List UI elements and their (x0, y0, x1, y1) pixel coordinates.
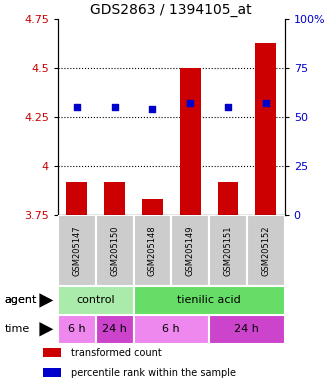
Text: GSM205148: GSM205148 (148, 225, 157, 276)
Polygon shape (39, 293, 53, 308)
Bar (58, 286, 133, 315)
Text: GSM205149: GSM205149 (186, 225, 195, 276)
Text: 6 h: 6 h (163, 324, 180, 334)
Bar (58, 215, 96, 286)
Text: tienilic acid: tienilic acid (177, 295, 241, 306)
Text: 24 h: 24 h (234, 324, 259, 334)
Point (150, 106, 155, 113)
Text: transformed count: transformed count (71, 348, 162, 358)
Text: agent: agent (5, 295, 37, 306)
Text: agent: agent (5, 295, 37, 306)
Text: GSM205147: GSM205147 (72, 225, 81, 276)
Text: control: control (76, 295, 115, 306)
Text: percentile rank within the sample: percentile rank within the sample (71, 368, 236, 378)
Point (225, 104, 231, 111)
Point (263, 100, 268, 106)
Bar (58, 315, 96, 344)
Point (188, 100, 193, 106)
Title: GDS2863 / 1394105_at: GDS2863 / 1394105_at (90, 3, 252, 17)
Bar (171, 215, 209, 286)
Bar (209, 315, 285, 344)
Bar (43, 348, 61, 357)
Text: time: time (5, 324, 30, 334)
Bar (96, 315, 133, 344)
Bar (256, 43, 276, 215)
Bar (180, 68, 201, 215)
Point (74, 104, 79, 111)
Bar (247, 215, 285, 286)
Bar (133, 286, 285, 315)
Polygon shape (39, 322, 53, 336)
Text: GSM205151: GSM205151 (223, 225, 232, 276)
Text: GSM205152: GSM205152 (261, 225, 270, 276)
Point (112, 104, 117, 111)
Text: 24 h: 24 h (102, 324, 127, 334)
Bar (133, 315, 209, 344)
Bar (209, 215, 247, 286)
Bar (104, 182, 125, 215)
Text: GSM205150: GSM205150 (110, 225, 119, 276)
Bar (43, 368, 61, 377)
Text: 6 h: 6 h (68, 324, 86, 334)
Bar (217, 182, 238, 215)
Bar (133, 215, 171, 286)
Bar (142, 199, 163, 215)
Bar (67, 182, 87, 215)
Bar (96, 215, 133, 286)
